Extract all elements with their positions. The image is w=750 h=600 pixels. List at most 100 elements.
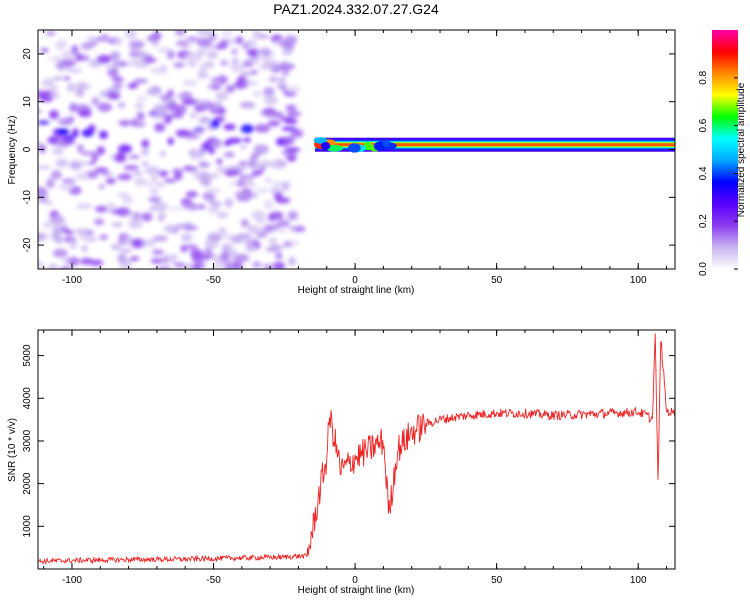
heatmap-cell [152, 201, 168, 212]
heatmap-cell [242, 78, 249, 84]
heatmap-cell [55, 236, 63, 245]
heatmap-cell [61, 60, 77, 66]
y-tick-label: 3000 [22, 429, 33, 452]
heatmap-cell [150, 114, 166, 119]
heatmap-cell [189, 152, 205, 160]
heatmap-cell [38, 232, 45, 242]
heatmap-cell [197, 71, 209, 79]
heatmap-cell [288, 256, 296, 267]
heatmap-cell [232, 261, 243, 269]
heatmap-cell [176, 93, 190, 99]
heatmap-cell [182, 80, 198, 86]
heatmap-cell [157, 211, 167, 220]
heatmap-cell [68, 256, 80, 267]
heatmap-cell [117, 102, 126, 109]
heatmap-cell [76, 203, 89, 210]
heatmap-cell [38, 260, 44, 269]
heatmap-cell [114, 154, 127, 163]
heatmap-cell [134, 102, 145, 111]
heatmap-noise-layer [38, 30, 306, 269]
heatmap-cell [148, 196, 162, 203]
y-tick-label: 5000 [22, 344, 33, 367]
heatmap-cell [196, 37, 213, 47]
heatmap-cell [169, 100, 177, 109]
heatmap-cell [259, 160, 272, 168]
heatmap-cell [373, 141, 385, 151]
heatmap-cell [50, 170, 62, 180]
heatmap-cell [225, 84, 235, 93]
heatmap-cell [267, 120, 281, 127]
colorbar-gradient [712, 30, 738, 269]
colorbar-tick-label: 0.0 [698, 262, 709, 276]
heatmap-cell [150, 172, 158, 183]
heatmap-cell [136, 95, 147, 102]
heatmap-cell [206, 51, 219, 59]
heatmap-cell [175, 30, 186, 36]
heatmap-cell [51, 148, 64, 155]
heatmap-cell [224, 264, 235, 269]
heatmap-cell [87, 124, 96, 133]
heatmap-cell [47, 263, 59, 269]
heatmap-cell [157, 46, 171, 54]
heatmap-cell [235, 36, 244, 45]
heatmap-cell [264, 177, 272, 183]
heatmap-cell [252, 261, 262, 268]
heatmap-cell [287, 111, 301, 118]
heatmap-cell [107, 67, 119, 78]
heatmap-cell [177, 104, 187, 114]
heatmap-cell [181, 233, 193, 243]
heatmap-cell [208, 32, 217, 41]
heatmap-cell [216, 74, 228, 85]
heatmap-cell [264, 223, 281, 232]
snr-x-axis-label: Height of straight line (km) [298, 585, 415, 596]
snr-y-axis-label: SNR (10 * v/v) [7, 418, 18, 482]
heatmap-cell [281, 126, 298, 131]
heatmap-cell [216, 211, 229, 219]
heatmap-cell [180, 244, 187, 253]
heatmap-cell [141, 148, 149, 156]
heatmap-cell [143, 57, 157, 63]
heatmap-cell [182, 166, 199, 171]
heatmap-cell [136, 50, 149, 59]
heatmap-cell [215, 90, 229, 101]
heatmap-cell [268, 211, 284, 220]
x-tick-label: -50 [206, 575, 221, 586]
heatmap-cell [269, 244, 284, 251]
heatmap-cell [174, 262, 185, 268]
heatmap-cell [173, 62, 185, 68]
heatmap-cell [142, 161, 149, 167]
heatmap-cell [98, 183, 106, 190]
heatmap-cell [80, 42, 93, 51]
heatmap-cell [272, 261, 286, 269]
heatmap-cell [182, 98, 198, 106]
heatmap-cell [69, 106, 79, 112]
heatmap-cell [186, 54, 202, 64]
heatmap-cell [158, 170, 169, 177]
heatmap-cell [75, 88, 85, 98]
heatmap-cell [226, 137, 243, 144]
chart-title: PAZ1.2024.332.07.27.G24 [273, 1, 439, 17]
heatmap-cell [87, 35, 96, 43]
heatmap-cell [46, 178, 55, 189]
heatmap-cell [255, 217, 267, 224]
heatmap-cell [280, 61, 290, 71]
heatmap-cell [206, 173, 220, 178]
colorbar-tick-label: 0.8 [698, 70, 709, 84]
heatmap-cell [231, 48, 238, 55]
heatmap-cell [277, 78, 286, 87]
heatmap-cell [220, 39, 230, 45]
heatmap-cell [68, 177, 76, 185]
heatmap-cell [240, 124, 254, 134]
heatmap-cell [49, 215, 66, 225]
heatmap-cell [150, 188, 159, 195]
heatmap-cell [283, 135, 295, 145]
heatmap-cell [152, 235, 169, 242]
heatmap-cell [175, 129, 190, 138]
heatmap-cell [59, 266, 72, 269]
heatmap-cell [75, 53, 83, 62]
heatmap-cell [111, 76, 124, 82]
x-tick-label: -100 [62, 575, 82, 586]
heatmap-cell [210, 140, 222, 149]
heatmap-cell [240, 218, 249, 228]
heatmap-cell [45, 31, 56, 36]
